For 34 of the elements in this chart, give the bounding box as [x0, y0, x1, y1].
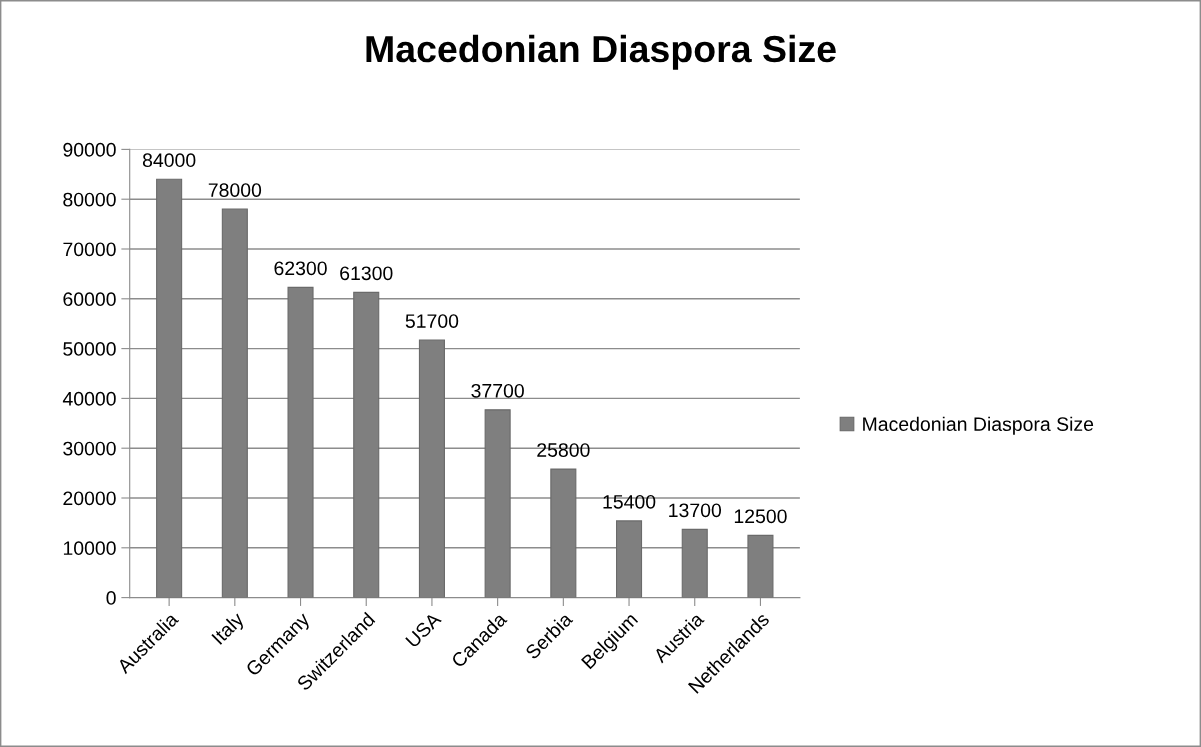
chart-title: Macedonian Diaspora Size: [366, 34, 836, 70]
data-label: 51700: [405, 314, 459, 328]
bar: [681, 528, 708, 598]
y-tick-label: 90000: [63, 142, 116, 157]
y-tick-label: 60000: [63, 292, 116, 307]
y-tick-label: 50000: [63, 342, 116, 356]
bar: [616, 520, 643, 598]
x-tick-label: Italy: [210, 610, 248, 648]
data-label: 25800: [537, 443, 590, 457]
data-label: 15400: [603, 494, 656, 509]
x-tick-label: USA: [405, 611, 443, 649]
y-tick-label: 0: [106, 591, 116, 605]
y-tick-label: 20000: [63, 491, 116, 506]
legend-label: Macedonian Diaspora Size: [863, 416, 1094, 435]
data-label: 12500: [734, 509, 787, 524]
data-label: 84000: [142, 153, 196, 168]
bar: [353, 291, 380, 598]
y-tick-label: 40000: [62, 391, 116, 406]
data-label: 13700: [669, 503, 722, 518]
y-tick-label: 80000: [63, 192, 116, 207]
bar: [221, 208, 248, 598]
bar: [747, 534, 774, 598]
data-label: 78000: [208, 183, 262, 197]
bar: [484, 409, 511, 598]
y-tick-label: 10000: [63, 541, 116, 556]
y-tick-label: 70000: [63, 242, 116, 257]
bar: [156, 178, 183, 598]
data-label: 62300: [274, 261, 327, 276]
bar: [287, 286, 314, 598]
data-label: 37700: [471, 383, 524, 398]
data-label: 61300: [340, 266, 393, 281]
y-tick-label: 30000: [63, 441, 116, 456]
bar: [550, 468, 577, 598]
bar: [418, 339, 445, 598]
